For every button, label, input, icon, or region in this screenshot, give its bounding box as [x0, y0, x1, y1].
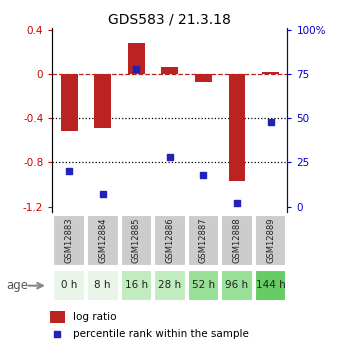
- Bar: [121, 270, 152, 300]
- Bar: [195, 74, 212, 82]
- Bar: [188, 270, 219, 300]
- Point: [67, 168, 72, 174]
- Bar: [87, 270, 119, 300]
- Text: 144 h: 144 h: [256, 280, 285, 290]
- Text: 52 h: 52 h: [192, 280, 215, 290]
- Point: [234, 200, 240, 206]
- Bar: [221, 270, 253, 300]
- Point: [100, 191, 105, 197]
- Text: 8 h: 8 h: [95, 280, 111, 290]
- Point: [167, 154, 173, 160]
- Bar: [255, 215, 286, 266]
- Text: GSM12888: GSM12888: [233, 218, 241, 264]
- Point: [55, 331, 60, 337]
- Text: age: age: [6, 279, 28, 292]
- Title: GDS583 / 21.3.18: GDS583 / 21.3.18: [108, 12, 231, 27]
- Bar: [50, 310, 66, 323]
- Text: percentile rank within the sample: percentile rank within the sample: [73, 329, 248, 339]
- Text: GSM12884: GSM12884: [98, 218, 107, 263]
- Bar: [87, 215, 119, 266]
- Text: GSM12883: GSM12883: [65, 218, 74, 264]
- Point: [134, 66, 139, 71]
- Text: 96 h: 96 h: [225, 280, 248, 290]
- Text: GSM12889: GSM12889: [266, 218, 275, 263]
- Text: GSM12885: GSM12885: [132, 218, 141, 263]
- Point: [201, 172, 206, 178]
- Bar: [255, 270, 286, 300]
- Bar: [94, 74, 111, 128]
- Bar: [228, 74, 245, 181]
- Text: GSM12886: GSM12886: [165, 218, 174, 264]
- Text: GSM12887: GSM12887: [199, 218, 208, 264]
- Text: 0 h: 0 h: [61, 280, 77, 290]
- Point: [268, 119, 273, 125]
- Bar: [221, 215, 253, 266]
- Bar: [53, 215, 85, 266]
- Bar: [262, 72, 279, 74]
- Bar: [154, 270, 186, 300]
- Bar: [128, 43, 145, 74]
- Text: 28 h: 28 h: [158, 280, 182, 290]
- Bar: [162, 67, 178, 74]
- Bar: [188, 215, 219, 266]
- Bar: [61, 74, 77, 131]
- Bar: [154, 215, 186, 266]
- Text: log ratio: log ratio: [73, 312, 116, 322]
- Bar: [53, 270, 85, 300]
- Bar: [121, 215, 152, 266]
- Text: 16 h: 16 h: [125, 280, 148, 290]
